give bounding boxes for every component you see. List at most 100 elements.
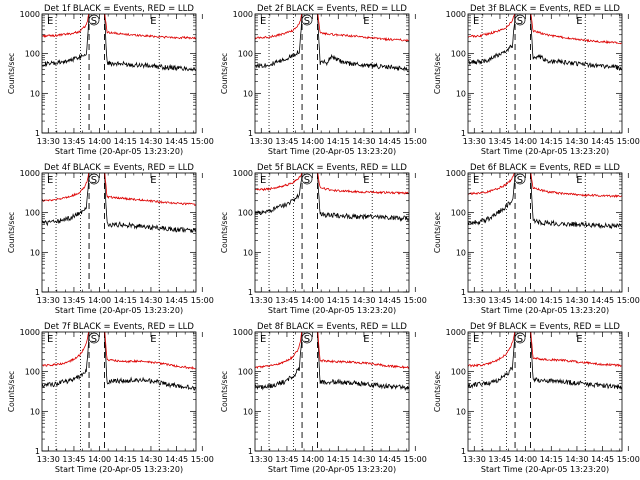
region-marker-circle xyxy=(88,173,100,185)
y-tick-label: 1 xyxy=(461,288,466,297)
y-tick-label: 1 xyxy=(248,447,253,456)
region-marker-E: E xyxy=(47,16,53,27)
y-tick-label: 1000 xyxy=(20,169,40,178)
y-tick-label: 1 xyxy=(461,447,466,456)
y-tick-label: 10 xyxy=(30,248,40,257)
x-tick-label: 14:00 xyxy=(88,137,111,146)
x-tick-label: 15:00 xyxy=(191,296,214,305)
x-axis-label: Start Time (20-Apr-05 13:23:20) xyxy=(268,465,396,474)
x-axis-label: Start Time (20-Apr-05 13:23:20) xyxy=(481,465,609,474)
y-axis-label: Counts/sec xyxy=(433,53,442,94)
y-axis-label: Counts/sec xyxy=(220,53,229,94)
plot-frame xyxy=(254,172,410,293)
x-axis-label: Start Time (20-Apr-05 13:23:20) xyxy=(55,306,183,315)
series-events-line xyxy=(42,332,90,388)
x-tick-label: 15:00 xyxy=(404,455,427,464)
x-tick-label: 14:30 xyxy=(352,137,375,146)
x-tick-label: 14:45 xyxy=(378,455,401,464)
y-tick-label: 10 xyxy=(456,89,466,98)
x-tick-label: 14:45 xyxy=(378,296,401,305)
y-tick-label: 10 xyxy=(456,248,466,257)
plot-frame xyxy=(41,172,197,293)
x-tick-label: 15:00 xyxy=(404,137,427,146)
series-events-line xyxy=(530,173,622,230)
region-marker-E: E xyxy=(363,16,369,27)
region-marker-E: E xyxy=(363,334,369,345)
x-tick-label: 13:45 xyxy=(62,137,85,146)
x-tick-label: 14:15 xyxy=(114,296,137,305)
panel-title: Det 7f BLACK = Events, RED = LLD xyxy=(44,322,194,332)
x-tick-label: 13:30 xyxy=(37,296,60,305)
x-tick-label: 13:30 xyxy=(463,137,486,146)
x-tick-label: 13:45 xyxy=(62,455,85,464)
series-lld-line xyxy=(468,14,516,39)
x-tick-label: 15:00 xyxy=(617,455,640,464)
x-tick-label: 14:30 xyxy=(565,296,588,305)
series-lld-line xyxy=(42,14,90,38)
x-axis-label: Start Time (20-Apr-05 13:23:20) xyxy=(55,465,183,474)
y-axis-label: Counts/sec xyxy=(7,212,16,253)
plot-frame xyxy=(41,331,197,452)
plot-frame xyxy=(254,331,410,452)
series-lld-line xyxy=(104,14,196,40)
x-tick-label: 14:45 xyxy=(591,137,614,146)
series-events-line xyxy=(255,173,303,216)
x-tick-label: 15:00 xyxy=(617,296,640,305)
x-tick-label: 13:30 xyxy=(250,137,273,146)
y-tick-label: 1 xyxy=(35,447,40,456)
series-events-line xyxy=(468,173,516,226)
x-tick-label: 15:00 xyxy=(191,455,214,464)
region-marker-E: E xyxy=(576,175,582,186)
panel-title: Det 1f BLACK = Events, RED = LLD xyxy=(44,4,194,14)
panel-det-8: Det 8f BLACK = Events, RED = LLD E S E 1 10 10… xyxy=(220,322,427,474)
y-tick-label: 100 xyxy=(25,368,40,377)
x-tick-label: 14:30 xyxy=(139,455,162,464)
series-events-line xyxy=(104,14,196,72)
panel-det-4: Det 4f BLACK = Events, RED = LLD E S E 1 10 10… xyxy=(7,163,214,315)
region-marker-S: S xyxy=(91,175,97,186)
x-tick-label: 14:00 xyxy=(301,455,324,464)
x-tick-label: 14:30 xyxy=(139,296,162,305)
x-tick-label: 13:30 xyxy=(37,137,60,146)
region-marker-E: E xyxy=(576,334,582,345)
region-marker-S: S xyxy=(91,16,97,27)
series-events-line xyxy=(255,14,303,69)
panel-title: Det 8f BLACK = Events, RED = LLD xyxy=(257,322,407,332)
region-marker-E: E xyxy=(260,16,266,27)
y-axis-label: Counts/sec xyxy=(433,212,442,253)
series-lld-line xyxy=(317,173,409,195)
y-tick-label: 10 xyxy=(30,89,40,98)
x-tick-label: 14:30 xyxy=(565,137,588,146)
y-tick-label: 100 xyxy=(238,50,253,59)
x-tick-label: 14:30 xyxy=(139,137,162,146)
y-tick-label: 1 xyxy=(461,129,466,138)
x-tick-label: 14:45 xyxy=(378,137,401,146)
series-events-line xyxy=(468,14,516,65)
y-axis-label: Counts/sec xyxy=(220,371,229,412)
series-lld-line xyxy=(530,332,622,368)
series-events-line xyxy=(530,14,622,71)
series-lld-line xyxy=(42,173,89,202)
y-tick-label: 100 xyxy=(238,368,253,377)
y-tick-label: 100 xyxy=(238,209,253,218)
y-tick-label: 1000 xyxy=(20,328,40,337)
x-axis-label: Start Time (20-Apr-05 13:23:20) xyxy=(55,147,183,156)
region-marker-E: E xyxy=(473,175,479,186)
region-marker-E: E xyxy=(260,175,266,186)
series-events-line xyxy=(104,173,196,233)
series-events-line xyxy=(317,14,409,73)
series-lld-line xyxy=(104,332,196,370)
x-tick-label: 14:15 xyxy=(540,455,563,464)
y-tick-label: 100 xyxy=(25,209,40,218)
x-tick-label: 14:00 xyxy=(301,296,324,305)
y-tick-label: 1 xyxy=(248,129,253,138)
y-tick-label: 1000 xyxy=(446,169,466,178)
x-tick-label: 13:45 xyxy=(275,455,298,464)
region-marker-E: E xyxy=(260,334,266,345)
x-tick-label: 15:00 xyxy=(191,137,214,146)
x-tick-label: 14:45 xyxy=(165,296,188,305)
series-lld-line xyxy=(42,332,90,367)
y-axis-label: Counts/sec xyxy=(220,212,229,253)
y-axis-label: Counts/sec xyxy=(7,53,16,94)
